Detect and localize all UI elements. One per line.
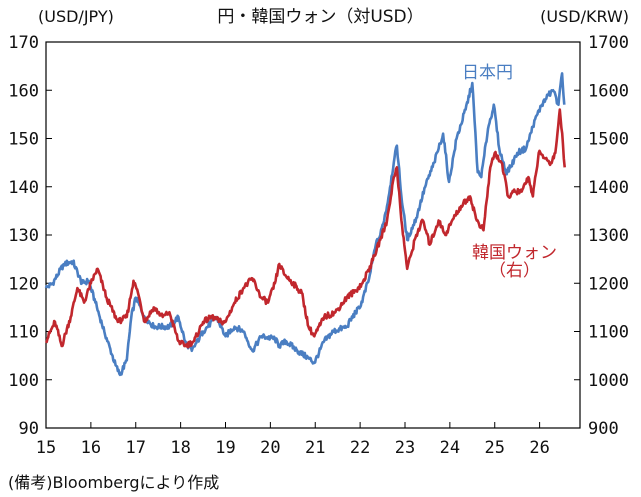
y-left-tick-label: 160 bbox=[8, 81, 39, 101]
y-left-tick-label: 110 bbox=[8, 323, 39, 343]
y-right-tick-label: 1700 bbox=[588, 33, 629, 53]
series-label-krw: 韓国ウォン （右） bbox=[472, 244, 557, 280]
series-line-jpy bbox=[44, 72, 566, 377]
series-line-krw bbox=[44, 108, 566, 349]
series-label-jpy: 日本円 bbox=[462, 63, 513, 83]
y-axis-left-label: (USD/JPY) bbox=[38, 7, 114, 26]
y-right-tick-label: 1500 bbox=[588, 130, 629, 150]
y-left-tick-label: 150 bbox=[8, 130, 39, 150]
x-tick-label: 17 bbox=[126, 438, 146, 458]
y-left-tick-label: 140 bbox=[8, 178, 39, 198]
series-label-krw-line2: （右） bbox=[489, 261, 540, 281]
x-tick-label: 15 bbox=[36, 438, 56, 458]
x-tick-label: 25 bbox=[484, 438, 504, 458]
y-right-tick-label: 1600 bbox=[588, 81, 629, 101]
x-tick-label: 19 bbox=[215, 438, 235, 458]
y-right-tick-label: 1100 bbox=[588, 323, 629, 343]
x-tick-label: 22 bbox=[350, 438, 370, 458]
x-tick-label: 26 bbox=[529, 438, 549, 458]
x-tick-label: 24 bbox=[440, 438, 460, 458]
y-right-tick-label: 1400 bbox=[588, 178, 629, 198]
y-right-tick-label: 900 bbox=[588, 419, 619, 439]
y-left-tick-label: 100 bbox=[8, 371, 39, 391]
y-right-tick-label: 1300 bbox=[588, 226, 629, 246]
x-tick-label: 23 bbox=[395, 438, 415, 458]
y-left-tick-label: 170 bbox=[8, 33, 39, 53]
y-right-tick-label: 1200 bbox=[588, 274, 629, 294]
y-left-tick-label: 130 bbox=[8, 226, 39, 246]
y-left-tick-label: 120 bbox=[8, 274, 39, 294]
axes: 90 100 110 120 130 140 150 160 170 900 1000 1100 120… bbox=[8, 33, 629, 458]
y-left-tick-label: 90 bbox=[19, 419, 39, 439]
x-tick-label: 20 bbox=[260, 438, 280, 458]
series-layer bbox=[44, 72, 566, 377]
chart-title: 円・韓国ウォン（対USD） bbox=[217, 7, 424, 27]
x-tick-label: 21 bbox=[305, 438, 325, 458]
source-note: (備考)Bloombergにより作成 bbox=[8, 473, 220, 492]
y-right-tick-label: 1000 bbox=[588, 371, 629, 391]
x-tick-label: 16 bbox=[81, 438, 101, 458]
series-label-krw-line1: 韓国ウォン bbox=[472, 243, 557, 263]
x-tick-label: 18 bbox=[170, 438, 190, 458]
y-axis-right-label: (USD/KRW) bbox=[540, 7, 629, 26]
plot-frame bbox=[45, 41, 581, 429]
